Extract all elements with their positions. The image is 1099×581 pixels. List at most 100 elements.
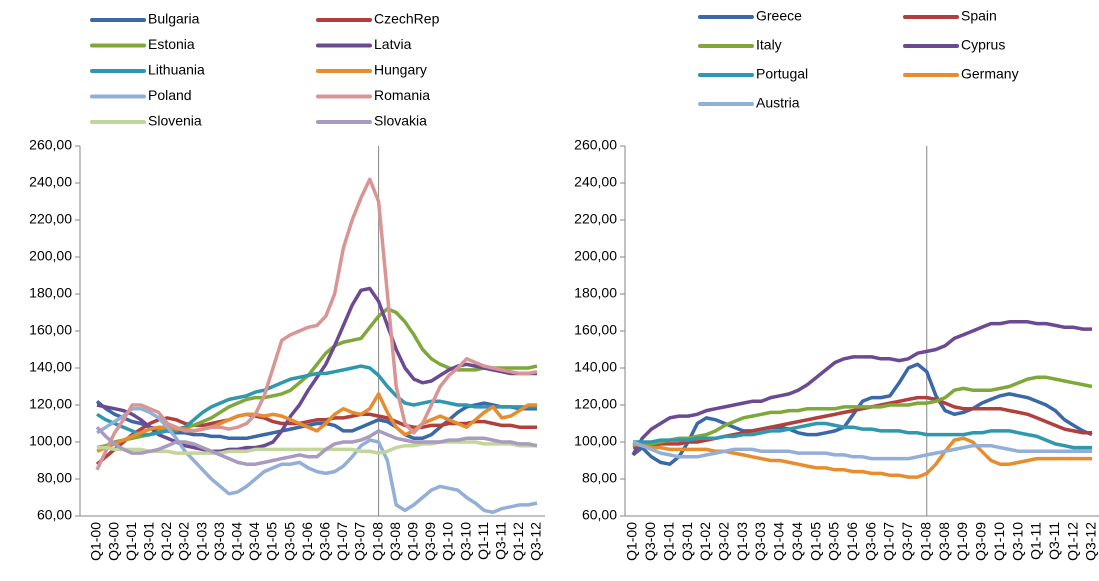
x-tick-label: Q1-09 [954, 522, 970, 561]
y-tick-label: 140,00 [29, 359, 72, 375]
x-tick-label: Q1-04 [771, 522, 787, 561]
x-tick-label: Q3-06 [862, 522, 878, 561]
x-tick-label: Q3-08 [387, 522, 403, 561]
x-tick-label: Q1-03 [193, 522, 209, 561]
series-line [633, 421, 1092, 450]
legend-label: Germany [961, 66, 1019, 82]
x-tick-label: Q3-06 [317, 522, 333, 561]
legend-label: Lithuania [148, 62, 205, 78]
x-tick-label: Q1-12 [510, 522, 526, 561]
x-tick-label: Q1-10 [991, 522, 1007, 561]
x-tick-label: Q3-03 [211, 522, 227, 561]
x-tick-label: Q3-03 [752, 522, 768, 561]
series-line [632, 375, 1093, 448]
x-tick-label: Q3-08 [936, 522, 952, 561]
x-tick-label: Q3-05 [281, 522, 297, 561]
x-tick-label: Q3-10 [457, 522, 473, 561]
legend-label: Slovakia [374, 113, 427, 129]
x-tick-label: Q3-05 [826, 522, 842, 561]
legend-label: Austria [756, 95, 800, 111]
legend-label: CzechRep [374, 11, 440, 27]
x-tick-label: Q1-03 [734, 522, 750, 561]
x-tick-label: Q1-10 [440, 522, 456, 561]
y-tick-label: 180,00 [29, 285, 72, 301]
y-tick-label: 240,00 [574, 174, 617, 190]
legend-label: Slovenia [148, 113, 202, 129]
x-tick-label: Q3-09 [973, 522, 989, 561]
y-tick-label: 200,00 [574, 248, 617, 264]
x-tick-label: Q3-04 [246, 522, 262, 561]
legend-label: Poland [148, 87, 192, 103]
series-line [96, 406, 538, 515]
x-tick-label: Q1-01 [123, 522, 139, 561]
legend-label: Romania [374, 87, 430, 103]
x-tick-label: Q1-00 [624, 522, 640, 561]
x-tick-label: Q1-08 [369, 522, 385, 561]
x-tick-label: Q1-11 [1028, 522, 1044, 560]
x-tick-label: Q3-01 [141, 522, 157, 561]
x-tick-label: Q3-12 [528, 522, 544, 561]
y-tick-label: 80,00 [582, 470, 617, 486]
x-tick-label: Q3-07 [899, 522, 915, 561]
legend-label: Hungary [374, 62, 427, 78]
y-tick-label: 120,00 [29, 396, 72, 412]
series-line [95, 425, 538, 466]
y-tick-label: 180,00 [574, 285, 617, 301]
y-tick-label: 60,00 [582, 507, 617, 523]
legend-label: Italy [756, 37, 782, 53]
x-tick-label: Q3-07 [352, 522, 368, 561]
legend-label: Spain [961, 8, 997, 24]
x-tick-label: Q3-09 [422, 522, 438, 561]
x-tick-label: Q1-02 [158, 522, 174, 561]
x-tick-label: Q1-06 [299, 522, 315, 561]
x-tick-label: Q1-12 [1064, 522, 1080, 561]
series-line [97, 440, 537, 455]
x-tick-label: Q1-00 [88, 522, 104, 561]
x-tick-label: Q1-07 [881, 522, 897, 561]
x-tick-label: Q3-10 [1009, 522, 1025, 561]
series-line [631, 320, 1092, 456]
series-line [631, 362, 1093, 466]
x-tick-label: Q3-02 [716, 522, 732, 561]
legend-label: Portugal [756, 66, 808, 82]
x-tick-label: Q1-09 [405, 522, 421, 561]
x-tick-label: Q1-06 [844, 522, 860, 561]
series-line [96, 392, 537, 453]
series-line [632, 440, 1092, 461]
y-tick-label: 120,00 [574, 396, 617, 412]
y-tick-label: 100,00 [29, 433, 72, 449]
x-tick-label: Q1-11 [475, 522, 491, 560]
legend-label: Cyprus [961, 37, 1005, 53]
x-tick-label: Q1-05 [264, 522, 280, 561]
x-tick-label: Q3-00 [642, 522, 658, 561]
legend-label: Estonia [148, 36, 195, 52]
series-line [632, 436, 1092, 479]
x-tick-label: Q3-00 [105, 522, 121, 561]
series-line [95, 177, 538, 471]
x-tick-label: Q1-07 [334, 522, 350, 561]
legend-label: Greece [756, 8, 802, 24]
y-tick-label: 220,00 [574, 211, 617, 227]
y-tick-label: 80,00 [37, 470, 72, 486]
x-tick-label: Q3-01 [679, 522, 695, 561]
x-tick-label: Q1-04 [229, 522, 245, 561]
y-tick-label: 160,00 [574, 322, 617, 338]
x-tick-label: Q1-02 [697, 522, 713, 561]
y-tick-label: 260,00 [574, 137, 617, 153]
x-tick-label: Q3-12 [1083, 522, 1099, 561]
y-tick-label: 240,00 [29, 174, 72, 190]
x-tick-label: Q3-02 [176, 522, 192, 561]
y-tick-label: 160,00 [29, 322, 72, 338]
legend-label: Bulgaria [148, 11, 200, 27]
series-line [96, 286, 537, 454]
x-tick-label: Q1-01 [660, 522, 676, 561]
y-tick-label: 260,00 [29, 137, 72, 153]
x-tick-label: Q3-11 [1046, 522, 1062, 560]
y-tick-label: 100,00 [574, 433, 617, 449]
x-tick-label: Q1-05 [807, 522, 823, 561]
y-tick-label: 60,00 [37, 507, 72, 523]
legend-label: Latvia [374, 36, 412, 52]
x-tick-label: Q3-04 [789, 522, 805, 561]
